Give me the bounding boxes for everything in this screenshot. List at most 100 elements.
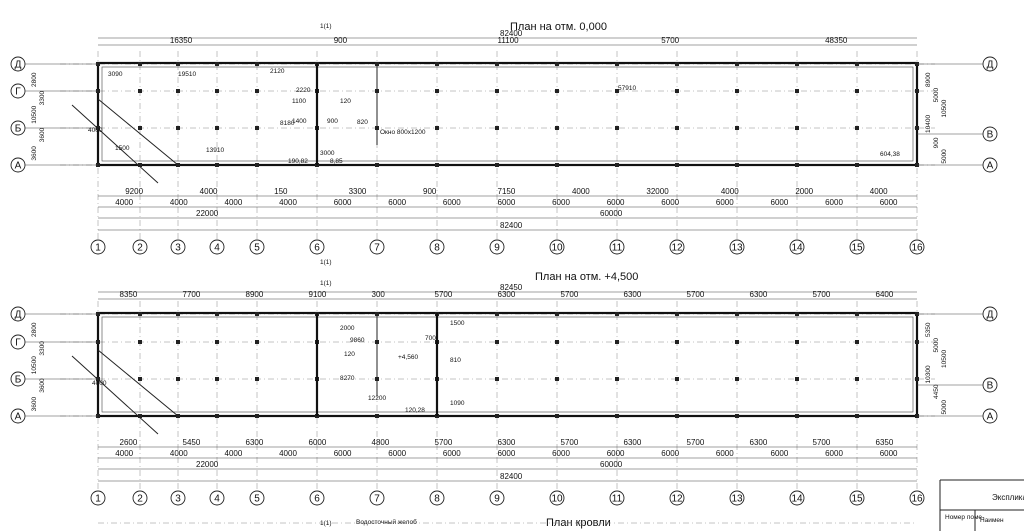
top-dim-8: 6300 bbox=[624, 290, 642, 299]
column-15-0 bbox=[855, 62, 859, 66]
axis-number-5: 5 bbox=[254, 494, 260, 505]
top-dim-12: 6400 bbox=[876, 290, 894, 299]
bottom-dim-0-12: 6350 bbox=[876, 438, 894, 447]
column-14-0 bbox=[795, 312, 799, 316]
building-outline bbox=[96, 61, 919, 167]
axis-number-16: 16 bbox=[911, 494, 923, 505]
legend-title: Экспликация bbox=[992, 493, 1024, 502]
column-5-3 bbox=[255, 414, 259, 418]
column-4-2 bbox=[215, 126, 219, 130]
bottom-dim-1-12: 6000 bbox=[771, 449, 789, 458]
column-14-0 bbox=[795, 62, 799, 66]
column-3-2 bbox=[176, 377, 180, 381]
bottom-dim-0-4: 4800 bbox=[372, 438, 390, 447]
column-10-1 bbox=[555, 89, 559, 93]
top-dim-2: 8900 bbox=[246, 290, 264, 299]
column-10-2 bbox=[555, 377, 559, 381]
top-dim-1: 900 bbox=[334, 36, 348, 45]
column-9-2 bbox=[495, 377, 499, 381]
room-label-16: 120 bbox=[340, 98, 351, 105]
column-15-2 bbox=[855, 377, 859, 381]
section-mark-3: 1(1) bbox=[320, 280, 332, 287]
ramp-edge-a bbox=[97, 98, 179, 166]
plan-title-roof: План кровли bbox=[546, 517, 611, 529]
room-label-1: +4,560 bbox=[398, 354, 418, 361]
axis-bubble-16 bbox=[909, 490, 925, 506]
bottom-dim-1-5: 6000 bbox=[388, 198, 406, 207]
bottom-dim-1-10: 6000 bbox=[661, 198, 679, 207]
axis-number-11: 11 bbox=[612, 494, 623, 505]
room-label-5: 2220 bbox=[296, 87, 311, 94]
inner-outline bbox=[101, 66, 914, 162]
column-13-3 bbox=[735, 414, 739, 418]
axis-letter-1: Г bbox=[15, 87, 21, 98]
bottom-dim-0-7: 32000 bbox=[646, 187, 669, 196]
column-7-3 bbox=[375, 414, 379, 418]
axis-letter-3: А bbox=[15, 412, 22, 423]
axis-number-16: 16 bbox=[911, 243, 923, 254]
column-11-0 bbox=[615, 312, 619, 316]
column-12-2 bbox=[675, 377, 679, 381]
axis-letter-right-1: В bbox=[987, 381, 994, 392]
axis-bubble-6 bbox=[309, 239, 325, 255]
column-5-1 bbox=[255, 340, 259, 344]
column-12-1 bbox=[675, 340, 679, 344]
bottom-dim-3-1: 60000 bbox=[600, 209, 623, 218]
axis-bubble-14 bbox=[789, 239, 805, 255]
axis-number-14: 14 bbox=[791, 243, 803, 254]
axis-number-4: 4 bbox=[214, 243, 220, 254]
column-11-0 bbox=[615, 62, 619, 66]
bottom-dim-3-0: 22000 bbox=[196, 209, 219, 218]
axis-bubble-12 bbox=[669, 490, 685, 506]
left-dim-3: 3600 bbox=[39, 378, 46, 393]
column-2-2 bbox=[138, 126, 142, 130]
column-11-1 bbox=[615, 89, 619, 93]
room-label-2: 13910 bbox=[206, 147, 224, 154]
axis-bubble-7 bbox=[369, 490, 385, 506]
column-13-2 bbox=[735, 126, 739, 130]
axis-bubble-14 bbox=[789, 490, 805, 506]
bottom-dim-1-11: 6000 bbox=[716, 198, 734, 207]
column-9-1 bbox=[495, 89, 499, 93]
bottom-dim-1-7: 6000 bbox=[498, 198, 516, 207]
bottom-dim-1-1: 4000 bbox=[170, 449, 188, 458]
bottom-dim-1-8: 6000 bbox=[552, 198, 570, 207]
column-9-0 bbox=[495, 62, 499, 66]
room-label-4: 1100 bbox=[292, 98, 306, 105]
building-outline bbox=[96, 311, 919, 418]
column-4-0 bbox=[215, 62, 219, 66]
bottom-dim-1-12: 6000 bbox=[771, 198, 789, 207]
column-13-0 bbox=[735, 62, 739, 66]
top-dim-4: 300 bbox=[372, 290, 386, 299]
column-2-1 bbox=[138, 89, 142, 93]
room-label-0: 9860 bbox=[350, 337, 365, 344]
column-8-1 bbox=[435, 89, 439, 93]
axis-number-6: 6 bbox=[314, 494, 320, 505]
axis-number-15: 15 bbox=[851, 243, 863, 254]
bottom-dim-1-2: 4000 bbox=[225, 198, 243, 207]
axis-number-14: 14 bbox=[791, 494, 803, 505]
ramp-edge-a bbox=[97, 349, 179, 417]
room-label-15: 2120 bbox=[270, 68, 285, 75]
axis-number-7: 7 bbox=[374, 243, 380, 254]
column-10-3 bbox=[555, 414, 559, 418]
right-dim-2: 10500 bbox=[941, 99, 948, 117]
column-11-1 bbox=[615, 340, 619, 344]
column-9-3 bbox=[495, 163, 499, 167]
column-10-2 bbox=[555, 126, 559, 130]
bottom-dim-0-8: 6300 bbox=[624, 438, 642, 447]
gutter-label: Водосточный желоб bbox=[356, 518, 417, 526]
axis-number-8: 8 bbox=[434, 494, 440, 505]
bottom-dim-0-4: 900 bbox=[423, 187, 437, 196]
top-dim-0: 8350 bbox=[120, 290, 138, 299]
inner-outline bbox=[101, 316, 914, 413]
axis-number-10: 10 bbox=[551, 494, 563, 505]
axis-number-1: 1 bbox=[95, 243, 101, 254]
column-11-2 bbox=[615, 377, 619, 381]
top-dim-4: 48350 bbox=[825, 36, 848, 45]
axis-letter-0: Д bbox=[15, 310, 22, 321]
right-dim-5: 5000 bbox=[941, 400, 948, 415]
left-dim-4: 3600 bbox=[31, 397, 38, 412]
left-dim-1: 3300 bbox=[39, 91, 46, 106]
column-8-0 bbox=[435, 62, 439, 66]
